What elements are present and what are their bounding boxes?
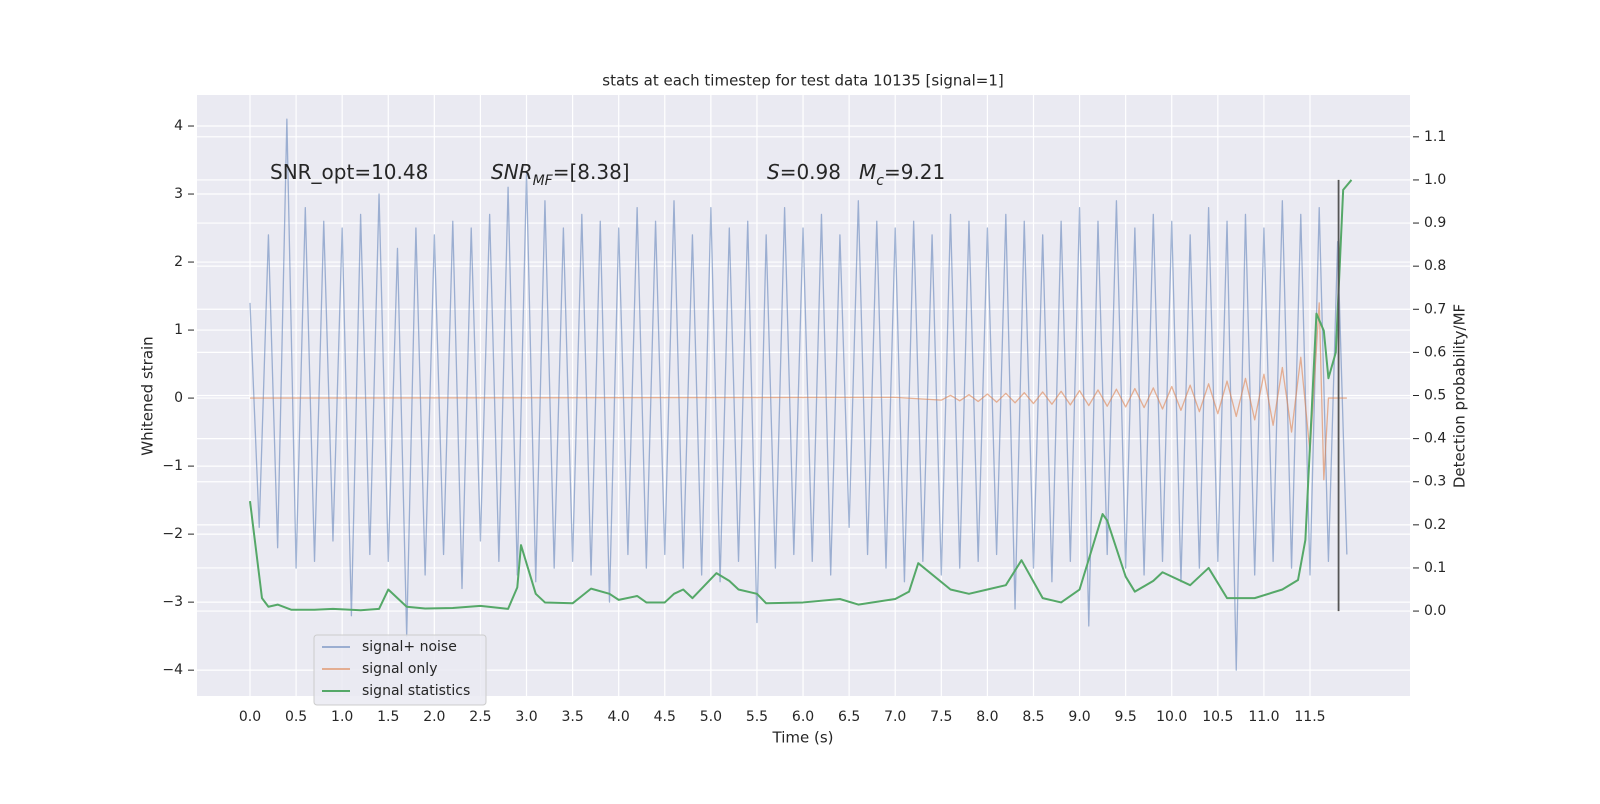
x-tick-label: 1.0	[331, 709, 353, 725]
annotation: S=0.98	[767, 160, 841, 184]
y-tick-label: 1	[174, 322, 183, 338]
x-tick-label: 5.5	[746, 709, 768, 725]
x-tick-label: 0.5	[285, 709, 307, 725]
y2-tick-label: 0.9	[1424, 215, 1446, 231]
y2-tick-label: 1.0	[1424, 172, 1446, 188]
x-tick-label: 6.5	[838, 709, 860, 725]
series-line	[249, 179, 1353, 612]
y2-tick-label: 0.7	[1424, 301, 1446, 317]
annotation-run: =9.21	[884, 160, 945, 184]
annotation-run: SNR	[491, 160, 533, 184]
y2-tick-label: 0.3	[1424, 474, 1446, 490]
y2-tick-label: 0.5	[1424, 388, 1446, 404]
x-tick-label: 7.5	[930, 709, 952, 725]
labels: 0.0 0.5 1.0 1.5 2.0 2.5 3.0 3.5 4.0 4.5 5.0 5.5 6.0 6…	[162, 118, 1446, 725]
annotation-run: SNR_opt=10.48	[270, 160, 428, 184]
x-tick-label: 4.0	[608, 709, 630, 725]
y2-tick-label: 0.0	[1424, 603, 1446, 619]
x-tick-label: 4.5	[654, 709, 676, 725]
x-tick-label: 10.0	[1156, 709, 1187, 725]
series-line	[249, 302, 1347, 481]
annotation-run: =0.98	[780, 160, 841, 184]
y2-tick-label: 0.2	[1424, 517, 1446, 533]
annotation-run: c	[876, 173, 884, 189]
x-tick-label: 7.0	[884, 709, 906, 725]
legend-label: signal+ noise	[362, 639, 457, 655]
legend-label: signal statistics	[362, 683, 470, 699]
series-line	[249, 118, 1348, 671]
y2-tick-label: 0.4	[1424, 431, 1446, 447]
x-tick-label: 1.5	[377, 709, 399, 725]
annotation: SNR_opt=10.48	[270, 160, 428, 184]
y2-tick-label: 1.1	[1424, 129, 1446, 145]
y2-tick-label: 0.8	[1424, 258, 1446, 274]
x-tick-label: 2.0	[423, 709, 445, 725]
y2-tick-label: 0.1	[1424, 560, 1446, 576]
y-tick-label: 0	[174, 390, 183, 406]
legend-box	[313, 634, 487, 706]
x-tick-label: 0.0	[239, 709, 261, 725]
x-tick-label: 3.0	[515, 709, 537, 725]
y-tick-label: −4	[162, 662, 183, 678]
x-tick-label: 8.5	[1022, 709, 1044, 725]
y-tick-label: −1	[162, 458, 183, 474]
marks	[249, 118, 1353, 671]
y-axis-label: Whitened strain	[139, 336, 157, 455]
x-tick-label: 10.5	[1202, 709, 1233, 725]
legend-label: signal only	[362, 661, 437, 677]
x-tick-label: 2.5	[469, 709, 491, 725]
y-tick-label: −3	[162, 594, 183, 610]
y-tick-label: −2	[162, 526, 183, 542]
annotation-run: M	[859, 160, 876, 184]
x-tick-label: 6.0	[792, 709, 814, 725]
x-tick-label: 5.0	[700, 709, 722, 725]
annotation-run: =[8.38]	[553, 160, 630, 184]
y2-tick-label: 0.6	[1424, 344, 1446, 360]
x-tick-label: 8.0	[976, 709, 998, 725]
annotation-run: S	[767, 160, 780, 184]
x-tick-label: 11.0	[1248, 709, 1279, 725]
x-tick-label: 9.5	[1115, 709, 1137, 725]
annotation-run: MF	[533, 173, 554, 189]
annotation: Mc=9.21	[859, 160, 945, 190]
y-tick-label: 3	[174, 186, 183, 202]
y-tick-label: 4	[174, 118, 183, 134]
annotation: SNRMF=[8.38]	[491, 160, 630, 190]
x-tick-label: 9.0	[1068, 709, 1090, 725]
x-tick-label: 11.5	[1294, 709, 1325, 725]
y2-axis-label: Detection probability/MF	[1451, 304, 1469, 488]
x-axis-label: Time (s)	[772, 729, 834, 747]
x-tick-label: 3.5	[561, 709, 583, 725]
chart-title: stats at each timestep for test data 101…	[602, 72, 1003, 90]
y-tick-label: 2	[174, 254, 183, 270]
